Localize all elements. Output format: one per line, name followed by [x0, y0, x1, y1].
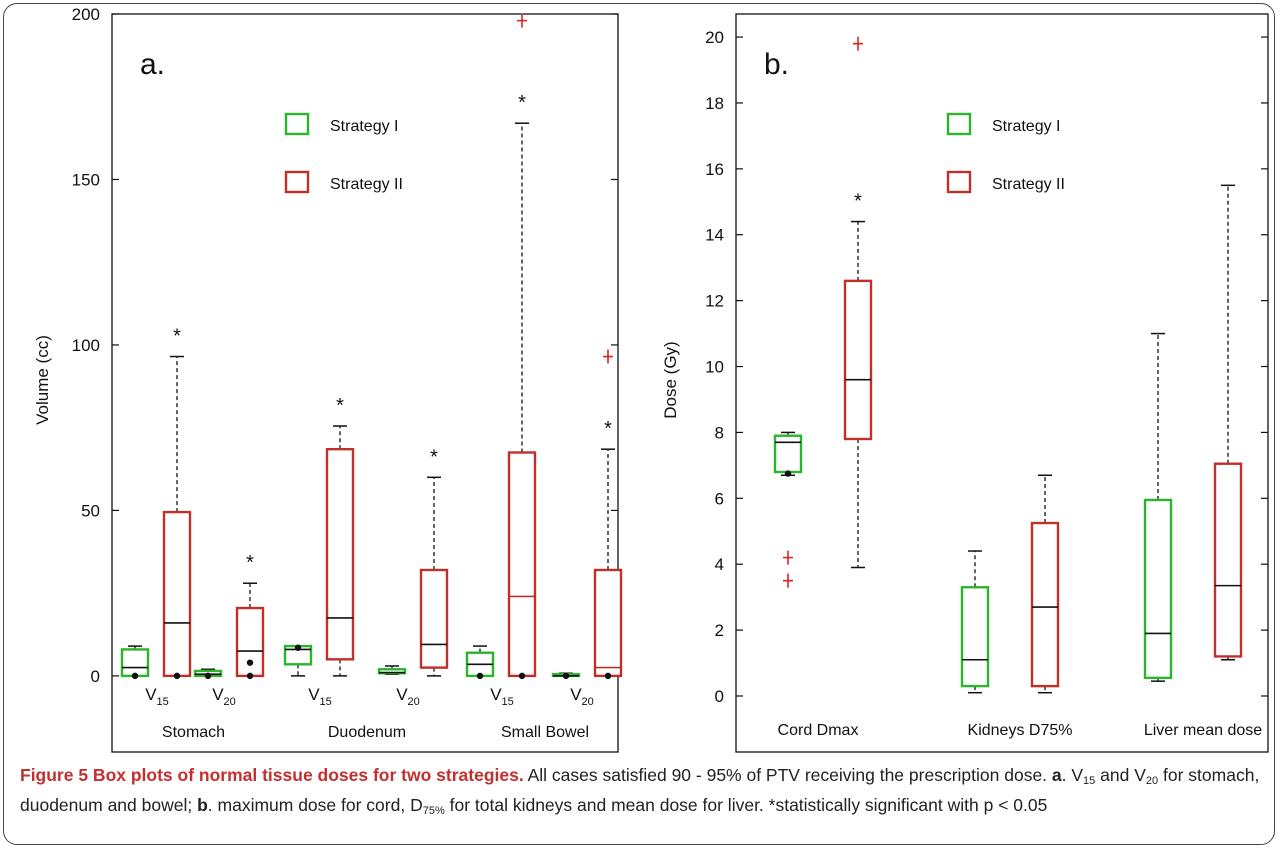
- panel-b-ytick-label: 12: [705, 292, 724, 311]
- panel-a-box-s2-outlier-dot: [246, 659, 254, 666]
- caption-text-3a: . maximum dose for cord, D: [207, 794, 423, 815]
- panel-a-box-s2-significance: *: [173, 326, 181, 348]
- panel-a-ytick-label: 200: [72, 5, 100, 24]
- panel-b-ytick-label: 14: [705, 226, 724, 245]
- panel-a-legend-swatch: [284, 170, 310, 194]
- panel-a-box-s2: [162, 510, 192, 678]
- panel-b-group-label: Liver mean dose: [1144, 722, 1262, 739]
- caption-text-3b: for total kidneys and mean dose for live…: [444, 794, 1048, 815]
- panel-a-box-s2-outlier-dot: [604, 672, 612, 680]
- caption-text-2c: for stomach, duodenum and bowel;: [20, 765, 1260, 815]
- panel-a-box-s2-outlier-dot: [173, 672, 181, 680]
- panel-a-legend-label: Strategy I: [330, 118, 398, 135]
- caption-text-2b: and V: [1095, 765, 1146, 785]
- panel-b-ytick-label: 0: [715, 687, 724, 706]
- panel-b-box-s1: [773, 434, 803, 474]
- panel-b-box-s1: [960, 586, 990, 688]
- panel-b-ytick-label: 2: [715, 621, 724, 640]
- panel-b-box-s2-significance: *: [854, 191, 862, 213]
- panel-b-panel-label: b.: [764, 48, 789, 81]
- panel-b-box-s1-outlier: [783, 573, 793, 588]
- panel-a-box-s2-significance: *: [604, 418, 612, 440]
- panel-a-ytick-label: 50: [81, 501, 100, 520]
- panel-a-box-s2: [419, 568, 449, 669]
- panel-a-box-s2: [593, 568, 623, 678]
- caption-text-1: All cases satisfied 90 - 95% of PTV rece…: [523, 765, 1052, 785]
- figure-caption: Figure 5 Box plots of normal tissue dose…: [20, 764, 1270, 823]
- panel-a-ytick-label: 100: [72, 336, 100, 355]
- panel-b-legend-swatch: [946, 112, 972, 136]
- panel-b-ytick-label: 4: [715, 555, 724, 574]
- panel-a-sub-label: V20: [396, 685, 420, 708]
- panel-b-legend-label: Strategy I: [992, 118, 1060, 135]
- panel-b-ytick-label: 20: [705, 28, 724, 47]
- panel-a-box-s2-outlier-dot: [246, 672, 254, 680]
- caption-title: Figure 5 Box plots of normal tissue dose…: [20, 765, 524, 785]
- panel-b-box-s2: [1030, 521, 1060, 688]
- panel-a-ytick-label: 150: [72, 170, 100, 189]
- panel-a-group-label: Small Bowel: [501, 724, 589, 741]
- panel-a-group-label: Duodenum: [328, 724, 406, 741]
- panel-b-box-s2: [1213, 462, 1243, 658]
- panel-b-group-label: Cord Dmax: [778, 722, 859, 739]
- panel-a-legend-swatch: [284, 112, 310, 136]
- panel-a-box-s2-significance: *: [518, 92, 526, 114]
- caption-b-label: b: [197, 794, 208, 815]
- panel-a-plot-frame: [111, 13, 619, 753]
- caption-a-label: a: [1051, 765, 1062, 785]
- panel-a-sub-label: V20: [212, 685, 236, 708]
- panel-a-box-s1-outlier-dot: [562, 672, 570, 680]
- panel-b-ylabel: Dose (Gy): [661, 341, 680, 418]
- panel-a-box-s2: [507, 451, 537, 678]
- panel-a-panel-label: a.: [140, 48, 165, 81]
- panel-a-box-s2-outlier-dot: [518, 672, 526, 680]
- panel-b-box-s2-outlier: [853, 36, 863, 51]
- panel-a-box-s1-outlier-dot: [204, 672, 212, 680]
- panel-a-box-s1-outlier-dot: [131, 672, 139, 680]
- panel-a-box-s2: [325, 447, 355, 661]
- panel-a-box-s2-outlier: [603, 349, 613, 364]
- figure-frame: [3, 3, 1275, 845]
- panel-b-box-s2: [843, 279, 873, 441]
- panel-a-box-s1-outlier-dot: [294, 644, 302, 651]
- panel-b-box-s1: [1143, 498, 1173, 680]
- panel-a-box-s1-outlier-dot: [476, 672, 484, 680]
- panel-b-box-s1-outlier-dot: [784, 470, 792, 477]
- panel-a-sub-label: V15: [145, 685, 169, 708]
- panel-b-legend-swatch: [946, 170, 972, 194]
- panel-a-sub-label: V20: [570, 685, 594, 708]
- panel-a-legend-label: Strategy II: [330, 176, 403, 193]
- panel-a-box-s2-significance: *: [246, 552, 254, 574]
- panel-b-box-s1-outlier: [783, 550, 793, 565]
- panel-b-ytick-label: 8: [715, 423, 724, 442]
- panel-b-group-label: Kidneys D75%: [968, 722, 1073, 739]
- panel-a-sub-label: V15: [490, 685, 514, 708]
- caption-text-2a: . V: [1061, 765, 1084, 785]
- panel-b-plot-frame: [735, 13, 1269, 753]
- panel-a-box-s1: [120, 648, 150, 678]
- panel-b-ytick-label: 6: [715, 489, 724, 508]
- panel-a-box-s2-significance: *: [336, 395, 344, 417]
- panel-b-ytick-label: 18: [705, 94, 724, 113]
- panel-b-ytick-label: 16: [705, 160, 724, 179]
- caption-sub-75: 75%: [422, 804, 445, 817]
- panel-b-ytick-label: 10: [705, 358, 724, 377]
- panel-a-ytick-label: 0: [91, 667, 100, 686]
- panel-a-box-s2-significance: *: [430, 446, 438, 468]
- caption-sub-15: 15: [1083, 775, 1096, 787]
- panel-a-ylabel: Volume (cc): [33, 335, 52, 425]
- panel-b-legend-label: Strategy II: [992, 176, 1065, 193]
- panel-a-box-s2-outlier: [517, 13, 527, 28]
- caption-sub-20: 20: [1145, 775, 1159, 787]
- panel-a-group-label: Stomach: [162, 724, 225, 741]
- panel-a-sub-label: V15: [308, 685, 332, 708]
